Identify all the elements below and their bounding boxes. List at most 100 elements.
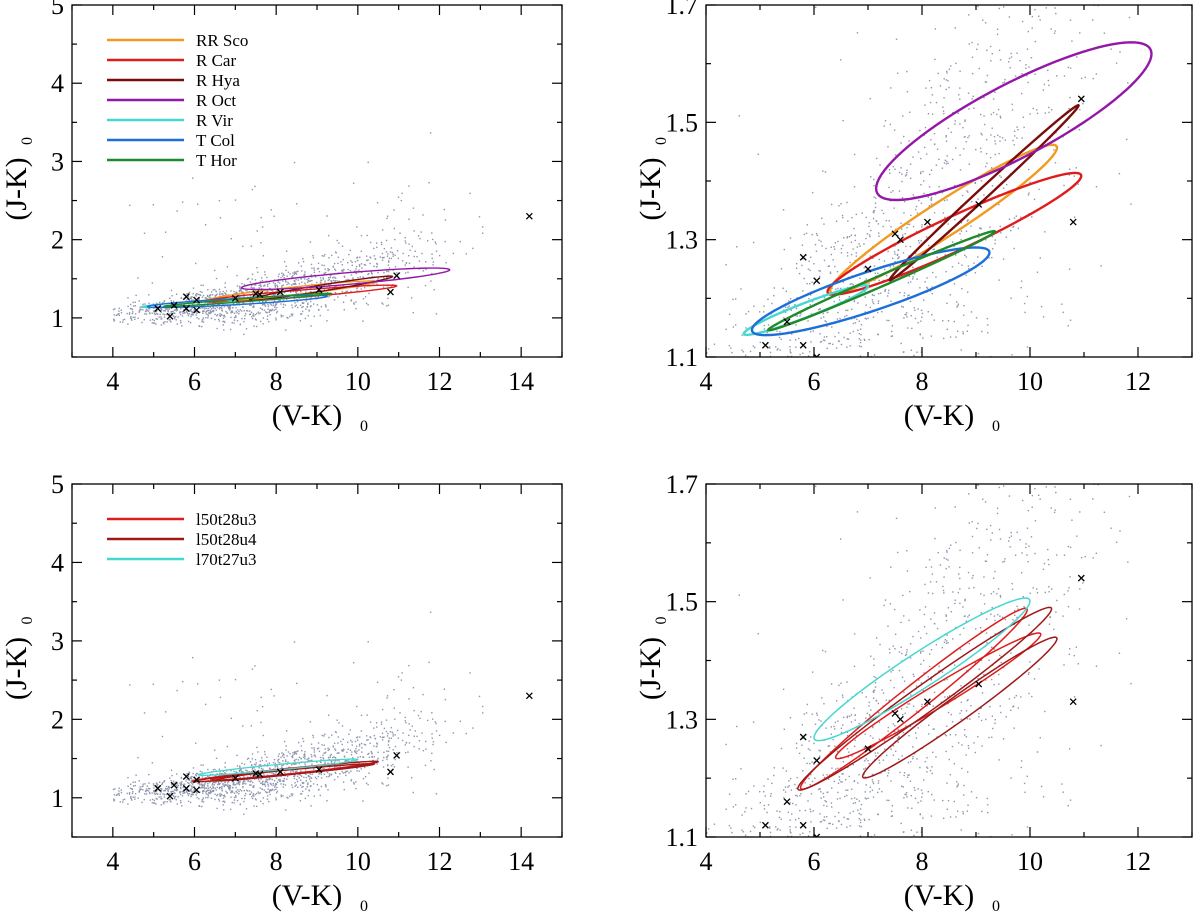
background-point — [207, 789, 210, 792]
background-point — [819, 308, 821, 310]
background-point — [301, 310, 304, 313]
background-point — [388, 267, 391, 269]
background-point — [373, 255, 376, 257]
background-point — [958, 94, 960, 96]
background-point — [1003, 560, 1006, 563]
background-point — [944, 216, 946, 219]
background-point — [128, 313, 131, 315]
background-point — [843, 336, 845, 339]
background-point — [118, 794, 120, 796]
background-point — [1034, 40, 1037, 43]
background-point — [445, 261, 447, 264]
background-point — [153, 802, 156, 804]
background-point — [955, 254, 957, 256]
background-point — [298, 773, 301, 776]
background-point — [127, 323, 129, 325]
background-point — [391, 251, 393, 254]
background-point — [912, 276, 914, 278]
background-point — [973, 586, 975, 589]
background-point — [763, 785, 765, 787]
ellipse-r-oct — [240, 267, 451, 291]
background-point — [809, 256, 812, 258]
background-point — [819, 275, 821, 278]
background-point — [233, 792, 236, 794]
background-point — [201, 325, 203, 328]
background-point — [965, 274, 967, 276]
background-point — [172, 310, 174, 313]
background-point — [353, 782, 355, 784]
background-point — [229, 307, 231, 310]
background-point — [190, 776, 192, 778]
background-point — [241, 282, 243, 285]
background-point — [336, 239, 338, 242]
background-point — [868, 714, 871, 716]
background-point — [234, 292, 236, 295]
background-point — [214, 793, 216, 795]
background-point — [852, 322, 855, 325]
background-point — [254, 185, 256, 188]
background-point — [317, 267, 320, 270]
background-point — [713, 343, 716, 345]
background-point — [179, 313, 182, 316]
background-point — [977, 5, 979, 8]
background-point — [249, 761, 252, 763]
background-point — [300, 313, 303, 315]
background-point — [871, 293, 874, 296]
background-point — [836, 750, 839, 753]
x-tick-label: 4 — [106, 847, 119, 876]
background-point — [151, 801, 154, 804]
background-point — [860, 324, 863, 326]
background-point — [313, 795, 316, 797]
background-point — [113, 800, 115, 802]
background-point — [854, 322, 857, 324]
background-point — [310, 325, 312, 327]
background-point — [912, 266, 914, 268]
legend-label: T Col — [196, 131, 235, 150]
background-point — [179, 799, 182, 802]
background-point — [202, 792, 204, 794]
background-point — [887, 772, 890, 774]
background-point — [953, 283, 956, 285]
background-point — [181, 781, 183, 783]
x-tick-label: 8 — [270, 847, 283, 876]
background-point — [114, 308, 116, 310]
background-point — [386, 276, 389, 278]
background-point — [397, 196, 400, 198]
background-point — [154, 790, 156, 793]
background-point — [261, 279, 264, 282]
background-point — [259, 792, 261, 794]
background-point — [376, 759, 379, 761]
background-point — [868, 763, 870, 765]
background-point — [835, 220, 838, 222]
background-point — [308, 310, 310, 312]
background-point — [260, 800, 262, 803]
background-point — [293, 295, 296, 298]
background-point — [292, 272, 294, 274]
background-point — [919, 333, 922, 335]
background-point — [911, 327, 913, 330]
background-point — [199, 784, 201, 786]
background-point — [268, 800, 270, 803]
background-point — [889, 172, 891, 174]
background-point — [115, 794, 118, 797]
background-point — [833, 300, 835, 303]
background-point — [858, 773, 860, 776]
background-point — [137, 317, 139, 320]
background-point — [846, 309, 849, 312]
background-point — [273, 215, 275, 217]
background-point — [243, 782, 245, 785]
background-point — [1055, 491, 1057, 494]
background-point — [1027, 30, 1030, 33]
background-point — [339, 766, 341, 768]
background-point — [320, 279, 322, 281]
background-point — [163, 300, 166, 302]
background-point — [920, 789, 923, 791]
background-point — [1028, 168, 1030, 171]
background-point — [290, 793, 293, 795]
background-point — [228, 784, 230, 786]
background-point — [978, 67, 980, 70]
background-point — [246, 770, 248, 772]
background-point — [400, 679, 403, 681]
background-point — [283, 291, 286, 294]
background-point — [213, 304, 215, 306]
